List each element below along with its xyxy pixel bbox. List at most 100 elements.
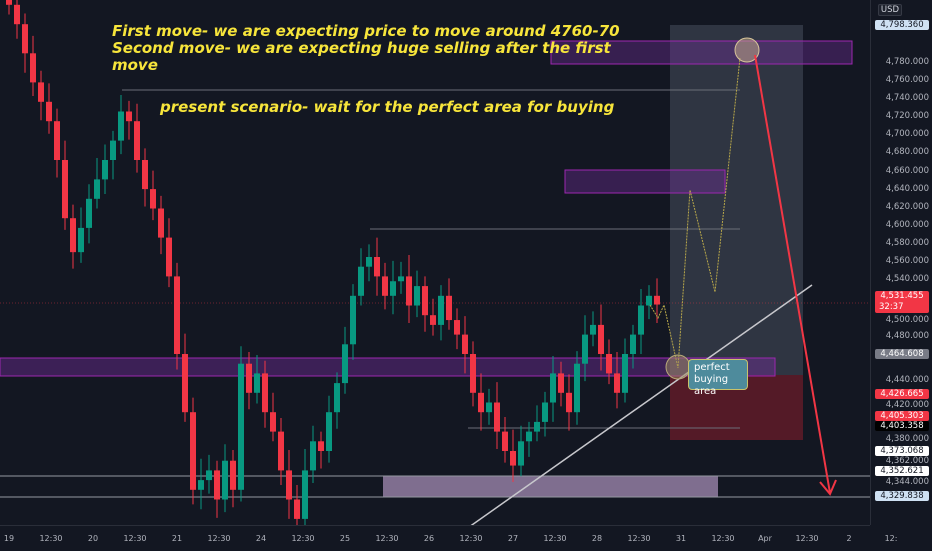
candle[interactable]: [174, 262, 180, 370]
candle[interactable]: [38, 70, 44, 121]
candle-body: [406, 276, 412, 306]
candle[interactable]: [166, 218, 172, 288]
target-zone-top[interactable]: [550, 40, 853, 65]
candle[interactable]: [198, 458, 204, 510]
candle[interactable]: [622, 338, 628, 403]
candle-body: [30, 53, 36, 83]
candle[interactable]: [62, 140, 68, 230]
candle[interactable]: [342, 326, 348, 394]
candle[interactable]: [118, 95, 124, 155]
candle[interactable]: [102, 144, 108, 194]
candle[interactable]: [638, 289, 644, 354]
currency-button[interactable]: USD: [878, 4, 902, 16]
buy-circle[interactable]: [665, 354, 691, 380]
candle[interactable]: [406, 255, 412, 323]
candle[interactable]: [334, 372, 340, 429]
candle[interactable]: [366, 244, 372, 282]
candle[interactable]: [270, 392, 276, 442]
candle[interactable]: [518, 425, 524, 477]
candle[interactable]: [6, 0, 12, 15]
candle[interactable]: [278, 418, 284, 485]
candle[interactable]: [398, 261, 404, 294]
sell-arrow[interactable]: [754, 54, 837, 496]
candle[interactable]: [350, 284, 356, 360]
candle[interactable]: [590, 311, 596, 347]
candle[interactable]: [542, 391, 548, 437]
candle[interactable]: [438, 285, 444, 341]
candle[interactable]: [358, 248, 364, 306]
candle[interactable]: [470, 341, 476, 407]
candle[interactable]: [214, 460, 220, 518]
candle[interactable]: [190, 397, 196, 505]
candle-body: [366, 257, 372, 267]
candle[interactable]: [46, 83, 52, 134]
candle[interactable]: [550, 355, 556, 422]
target-zone-mid[interactable]: [564, 169, 726, 194]
candle[interactable]: [86, 184, 92, 244]
candle[interactable]: [54, 108, 60, 178]
candle[interactable]: [510, 429, 516, 483]
candle[interactable]: [142, 148, 148, 207]
target-circle[interactable]: [734, 37, 760, 63]
candle[interactable]: [454, 308, 460, 350]
candle[interactable]: [598, 304, 604, 371]
buy-zone[interactable]: [0, 357, 776, 377]
candle[interactable]: [30, 35, 36, 96]
candle[interactable]: [502, 417, 508, 463]
candle[interactable]: [414, 270, 420, 318]
candle[interactable]: [70, 204, 76, 269]
candle[interactable]: [446, 278, 452, 330]
price-chart[interactable]: [0, 0, 870, 525]
candle[interactable]: [78, 207, 84, 263]
candle[interactable]: [422, 276, 428, 332]
candle[interactable]: [326, 395, 332, 463]
candle[interactable]: [22, 13, 28, 73]
candle[interactable]: [126, 100, 132, 140]
support-zone[interactable]: [383, 476, 718, 497]
candle[interactable]: [534, 405, 540, 442]
candle[interactable]: [390, 260, 396, 315]
candle[interactable]: [318, 431, 324, 469]
candle[interactable]: [294, 484, 300, 525]
candle[interactable]: [630, 324, 636, 369]
candle[interactable]: [110, 130, 116, 180]
candle[interactable]: [526, 421, 532, 457]
candle[interactable]: [182, 333, 188, 422]
candle[interactable]: [462, 316, 468, 374]
candle[interactable]: [230, 450, 236, 508]
candle[interactable]: [382, 262, 388, 310]
candle[interactable]: [254, 354, 260, 404]
time-tick: 20: [87, 534, 99, 543]
candle[interactable]: [582, 315, 588, 382]
candle[interactable]: [606, 339, 612, 385]
candle[interactable]: [262, 360, 268, 428]
candle[interactable]: [558, 361, 564, 407]
candle[interactable]: [14, 0, 20, 39]
candle[interactable]: [246, 352, 252, 410]
buying-area-label[interactable]: perfect buying area: [688, 359, 748, 397]
trendline[interactable]: [462, 284, 813, 525]
candle[interactable]: [478, 373, 484, 431]
candle[interactable]: [302, 449, 308, 525]
time-axis[interactable]: 19 12:30 20 12:30 21 12:30 24 12:30 25 12:30 26 12:…: [0, 525, 897, 551]
candle[interactable]: [134, 103, 140, 173]
candle[interactable]: [286, 450, 292, 519]
candle[interactable]: [206, 454, 212, 494]
projection-box-profit[interactable]: [670, 25, 803, 375]
candle[interactable]: [374, 237, 380, 296]
candle[interactable]: [646, 285, 652, 320]
candle[interactable]: [94, 158, 100, 209]
candle[interactable]: [494, 382, 500, 450]
candle-body: [158, 208, 164, 238]
candle[interactable]: [150, 170, 156, 221]
candle[interactable]: [566, 374, 572, 431]
candle[interactable]: [310, 425, 316, 484]
candle[interactable]: [486, 388, 492, 425]
candle[interactable]: [614, 352, 620, 409]
candle[interactable]: [238, 346, 244, 502]
candle[interactable]: [158, 195, 164, 255]
candle[interactable]: [430, 298, 436, 336]
price-axis[interactable]: USD 4,780.000 4,760.000 4,740.000 4,720.000…: [870, 0, 932, 525]
candle[interactable]: [574, 351, 580, 425]
candle[interactable]: [222, 444, 228, 513]
